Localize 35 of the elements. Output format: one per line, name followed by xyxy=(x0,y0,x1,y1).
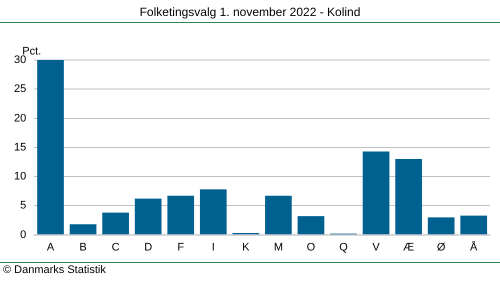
x-tick-label: O xyxy=(306,241,316,254)
text: © Danmarks Statistik xyxy=(3,264,106,276)
y-tick-label: 20 xyxy=(14,112,26,124)
x-tick-label: K xyxy=(242,241,250,254)
x-tick-label: Ø xyxy=(436,241,446,254)
y-tick-label: 10 xyxy=(14,170,26,183)
bar xyxy=(395,159,422,234)
x-tick-label: V xyxy=(372,241,380,254)
x-tick-label: A xyxy=(46,241,55,254)
x-tick-label: M xyxy=(274,241,283,254)
y-tick-label: 30 xyxy=(14,54,26,66)
bar xyxy=(200,189,227,234)
x-tick-label: F xyxy=(177,241,184,254)
x-tick-label: I xyxy=(212,241,215,254)
y-tick-label: 25 xyxy=(14,83,26,96)
x-tick-label: B xyxy=(79,241,87,254)
bar xyxy=(298,216,324,234)
bar xyxy=(167,196,194,234)
bar xyxy=(460,216,488,234)
bar xyxy=(134,198,162,234)
y-tick-label: 0 xyxy=(20,228,26,241)
x-tick-label: Æ xyxy=(403,241,414,254)
bar xyxy=(362,151,390,234)
x-tick-label: D xyxy=(144,241,152,254)
bar xyxy=(428,217,455,234)
bar xyxy=(102,212,129,234)
bar xyxy=(265,196,292,234)
chart-title: Folketingsvalg 1. november 2022 - Kolind xyxy=(138,5,362,19)
bar xyxy=(37,60,64,234)
x-tick-label: Å xyxy=(470,240,478,254)
bar xyxy=(70,224,96,234)
x-tick-label: Q xyxy=(339,241,348,254)
x-tick-label: C xyxy=(112,241,120,254)
y-tick-label: 5 xyxy=(20,200,26,212)
y-tick-label: 15 xyxy=(14,141,26,154)
